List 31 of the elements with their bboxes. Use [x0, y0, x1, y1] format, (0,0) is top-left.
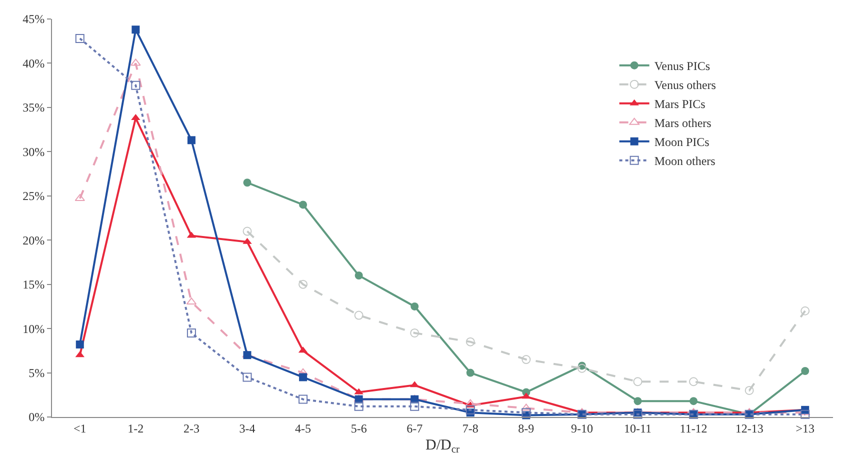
- x-tick-label: <1: [74, 421, 86, 436]
- y-tick-label: 40%: [22, 56, 45, 70]
- legend-label: Mars PICs: [654, 97, 706, 112]
- legend-label: Venus others: [654, 78, 716, 92]
- x-tick-label: 12-13: [735, 421, 764, 436]
- x-tick-label: 1-2: [128, 421, 144, 436]
- x-tick-label: 11-12: [680, 421, 708, 436]
- x-tick-label: 2-3: [183, 421, 200, 436]
- legend-label: Mars others: [654, 116, 712, 130]
- x-axis-title: D/D$_{cr}$: [425, 437, 460, 456]
- x-tick-label: 7-8: [462, 421, 478, 436]
- y-tick-label: 0%: [28, 410, 45, 424]
- x-tick-label: 6-7: [406, 421, 423, 436]
- x-tick-label: >13: [796, 421, 814, 436]
- legend-label: Moon PICs: [654, 135, 710, 150]
- legend-label: Venus PICs: [654, 59, 710, 74]
- y-tick-label: 20%: [22, 233, 45, 248]
- y-tick-label: 35%: [22, 100, 45, 115]
- y-tick-label: 45%: [22, 12, 45, 26]
- y-tick-label: 10%: [22, 322, 45, 336]
- x-tick-label: 3-4: [239, 421, 256, 436]
- x-tick-label: 5-6: [350, 421, 367, 436]
- x-tick-label: 4-5: [295, 421, 312, 436]
- y-tick-label: 15%: [22, 278, 45, 292]
- legend-label: Moon others: [654, 154, 716, 168]
- y-tick-label: 5%: [28, 366, 45, 380]
- x-tick-label: 10-11: [624, 421, 652, 436]
- x-tick-label: 9-10: [570, 421, 593, 436]
- x-tick-label: 8-9: [518, 421, 534, 436]
- y-tick-label: 30%: [22, 144, 45, 159]
- y-tick-label: 25%: [22, 189, 45, 204]
